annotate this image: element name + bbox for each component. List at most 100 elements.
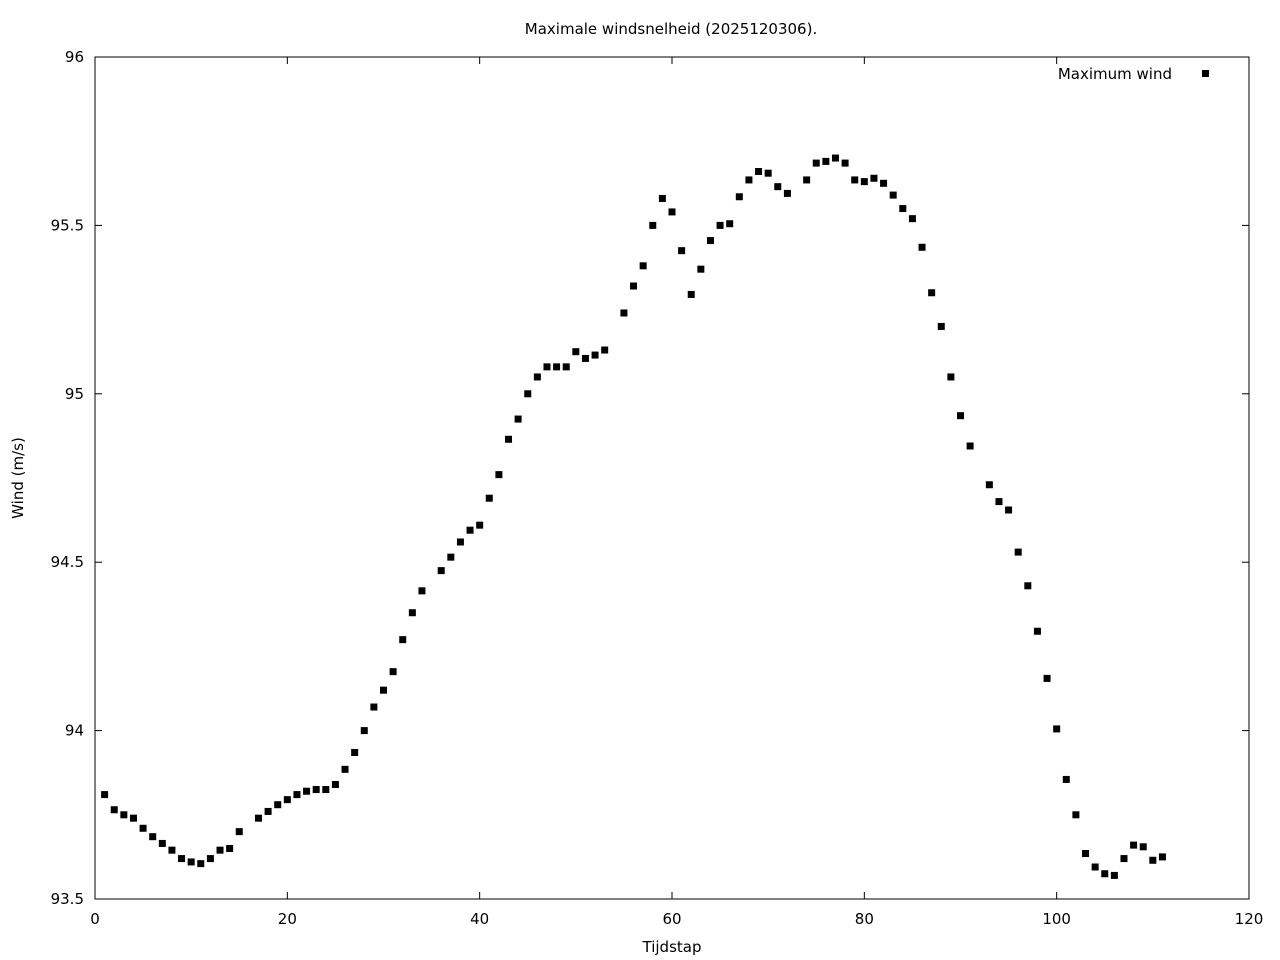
- y-tick-label: 93.5: [51, 890, 84, 908]
- x-tick-label: 20: [278, 910, 297, 928]
- data-point: [1024, 582, 1032, 590]
- data-point: [1120, 855, 1128, 863]
- data-point: [408, 609, 416, 617]
- data-point: [937, 322, 945, 330]
- data-point: [630, 282, 638, 290]
- data-point: [1005, 506, 1013, 514]
- data-point: [543, 363, 551, 371]
- data-point: [639, 262, 647, 270]
- data-point: [601, 346, 609, 354]
- data-point: [860, 178, 868, 186]
- legend: Maximum wind: [1058, 65, 1209, 83]
- chart-title: Maximale windsnelheid (2025120306).: [525, 20, 817, 38]
- legend-label: Maximum wind: [1058, 65, 1172, 83]
- data-point: [783, 189, 791, 197]
- data-point: [706, 237, 714, 245]
- data-point: [380, 686, 387, 694]
- data-point: [620, 309, 628, 317]
- data-point: [274, 801, 282, 809]
- data-point: [149, 833, 157, 841]
- data-point: [139, 824, 147, 832]
- data-point: [1043, 674, 1051, 682]
- data-point: [812, 159, 820, 167]
- data-point: [283, 796, 291, 804]
- data-point: [447, 553, 455, 561]
- data-point: [293, 791, 301, 799]
- data-point: [803, 176, 811, 184]
- data-point: [591, 351, 599, 359]
- data-point: [697, 265, 705, 273]
- data-point: [908, 215, 916, 223]
- data-point: [456, 538, 464, 546]
- data-point: [158, 839, 166, 847]
- data-point: [918, 243, 926, 251]
- data-point: [928, 289, 936, 297]
- data-point: [841, 159, 849, 167]
- data-point: [745, 176, 753, 184]
- y-tick-label: 94.5: [51, 553, 84, 571]
- data-point: [957, 412, 964, 420]
- data-point: [341, 765, 349, 773]
- data-point: [1101, 870, 1109, 878]
- data-point: [553, 363, 561, 371]
- data-point: [505, 435, 513, 443]
- data-point: [264, 807, 272, 815]
- data-point: [870, 174, 878, 182]
- data-point: [1082, 850, 1090, 858]
- data-point: [1072, 811, 1080, 819]
- data-point: [524, 390, 532, 398]
- data-point: [649, 221, 657, 229]
- data-point: [755, 168, 763, 176]
- data-point: [716, 221, 724, 229]
- data-point: [495, 471, 503, 479]
- data-point: [947, 373, 955, 381]
- data-point: [360, 727, 368, 735]
- data-point: [168, 846, 176, 854]
- data-point: [533, 373, 541, 381]
- data-point: [1130, 841, 1138, 849]
- data-point: [687, 290, 695, 298]
- data-point: [678, 247, 686, 255]
- data-point: [389, 668, 397, 676]
- data-point: [726, 220, 734, 228]
- data-point: [120, 811, 128, 819]
- data-point: [774, 183, 782, 191]
- data-point: [995, 498, 1003, 506]
- data-point: [1033, 627, 1041, 635]
- data-point: [562, 363, 570, 371]
- data-point: [178, 855, 186, 863]
- x-tick-label: 100: [1042, 910, 1071, 928]
- data-point: [1014, 548, 1022, 556]
- data-point: [235, 828, 243, 836]
- data-point: [822, 157, 830, 165]
- x-tick-label: 60: [662, 910, 681, 928]
- data-point: [735, 193, 743, 201]
- data-point: [1139, 843, 1147, 851]
- data-point: [851, 176, 859, 184]
- data-point: [187, 858, 195, 866]
- data-point: [110, 806, 118, 814]
- data-point: [899, 205, 907, 213]
- data-point: [101, 791, 109, 799]
- data-point: [476, 521, 484, 529]
- data-point: [303, 787, 311, 795]
- x-axis-title: Tijdstap: [642, 938, 702, 956]
- data-point: [572, 348, 580, 356]
- data-point: [581, 354, 589, 362]
- data-point: [658, 194, 666, 202]
- data-point: [485, 494, 493, 502]
- data-point: [668, 208, 676, 216]
- y-tick-label: 95: [65, 385, 84, 403]
- data-point: [1053, 725, 1061, 733]
- data-point: [966, 442, 974, 450]
- data-point: [129, 814, 137, 822]
- y-tick-label: 95.5: [51, 216, 84, 234]
- y-tick-label: 94: [65, 722, 84, 740]
- legend-marker: [1202, 70, 1209, 77]
- data-point: [418, 587, 426, 595]
- data-point: [985, 481, 993, 489]
- x-tick-label: 80: [855, 910, 874, 928]
- data-point: [322, 786, 330, 794]
